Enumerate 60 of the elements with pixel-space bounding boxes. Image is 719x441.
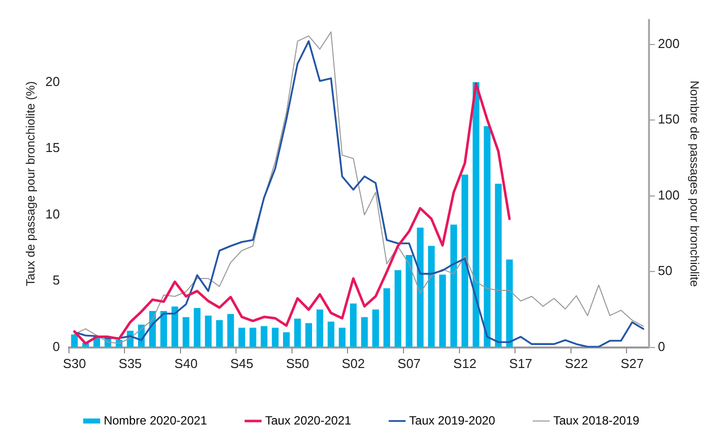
bar <box>361 317 368 347</box>
legend-label: Taux 2018-2019 <box>553 413 640 428</box>
bar <box>260 326 268 347</box>
legend-label: Nombre 2020-2021 <box>104 413 208 428</box>
bar <box>194 308 200 347</box>
bar <box>216 320 223 347</box>
x-tick-label: S27 <box>620 356 644 371</box>
bar <box>484 126 491 347</box>
x-tick-label: S30 <box>62 356 86 371</box>
bar <box>439 274 446 347</box>
bar <box>472 82 480 347</box>
bar <box>71 334 78 347</box>
bar <box>283 332 290 347</box>
bar <box>494 184 502 347</box>
y-tick-label: 5 <box>52 272 60 288</box>
bar <box>316 310 324 347</box>
y2-tick-label: 150 <box>658 112 680 127</box>
y-tick-label: 10 <box>45 206 60 222</box>
y-axis-title: Taux de passage pour bronchiolite (%) <box>24 81 38 286</box>
y2-tick-label: 50 <box>658 263 672 278</box>
x-tick-label: S12 <box>453 356 476 371</box>
bar <box>272 328 279 347</box>
bar <box>506 259 513 347</box>
bar <box>383 288 390 347</box>
x-tick-label: S17 <box>509 356 532 371</box>
y-tick-label: 20 <box>45 74 60 89</box>
bar <box>416 228 424 347</box>
y-tick-label: 0 <box>52 338 60 354</box>
bar <box>406 254 412 347</box>
y2-tick-label: 200 <box>658 36 680 51</box>
y2-axis-title: Nombre de passages pour bronchiolite <box>687 80 702 288</box>
bar <box>305 323 312 347</box>
bar <box>238 328 246 347</box>
x-tick-label: S45 <box>230 356 254 371</box>
legend-label: Taux 2020-2021 <box>265 413 352 428</box>
y2-tick-label: 100 <box>658 187 680 202</box>
bar <box>462 174 468 347</box>
y-tick-label: 15 <box>45 140 60 156</box>
y2-tick-label: 0 <box>658 338 666 354</box>
bar <box>372 310 379 347</box>
bar <box>160 311 168 347</box>
bar <box>338 328 346 347</box>
bar <box>450 224 458 347</box>
bar <box>328 322 334 347</box>
legend-label: Taux 2019-2020 <box>409 413 496 428</box>
bar <box>394 270 402 347</box>
bar <box>171 306 178 347</box>
bar <box>350 303 357 347</box>
bar <box>227 314 234 347</box>
bar <box>294 318 301 347</box>
bar <box>428 246 435 347</box>
x-tick-label: S50 <box>286 356 310 371</box>
x-tick-label: S02 <box>342 356 365 371</box>
bar <box>182 317 190 347</box>
bar <box>250 328 256 347</box>
x-tick-label: S22 <box>564 356 588 371</box>
x-tick-label: S40 <box>174 356 198 371</box>
x-tick-label: S07 <box>398 356 421 371</box>
x-tick-label: S35 <box>118 356 142 371</box>
bar <box>204 316 212 347</box>
